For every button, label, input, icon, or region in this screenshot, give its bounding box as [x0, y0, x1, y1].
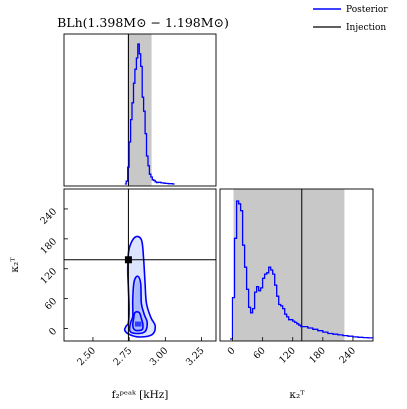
legend: Posterior Injection: [313, 5, 388, 33]
posterior-histogram: [124, 43, 175, 185]
kappa-x-tick-label: 240: [337, 345, 358, 366]
contour-line-inner: [131, 310, 144, 332]
kappa-x-tick-label: 0: [226, 345, 238, 357]
credible-band: [233, 189, 345, 341]
joint-y-tick-label: 60: [43, 296, 59, 312]
joint-y-tick-labels: 0 60 120 180 240: [39, 206, 60, 338]
joint-x-tick-label: 3.25: [184, 345, 207, 368]
posterior-histogram: [230, 200, 374, 340]
y-axis-label-kappa: κ₂ᵀ: [9, 257, 21, 273]
joint-x-tick-labels: 2.50 2.75 3.00 3.25: [75, 345, 206, 368]
joint-y-tick-label: 0: [47, 326, 59, 338]
kappa-x-tick-label: 120: [277, 345, 298, 366]
contour-line-middle: [128, 275, 149, 335]
injection-marker: [124, 256, 132, 264]
panel-fpeak-marginal: [63, 33, 217, 187]
x-axis-label-fpeak: f₂ᵖᵉᵃᵏ [kHz]: [112, 389, 169, 401]
joint-contour-plot: [64, 189, 216, 341]
legend-label-injection: Injection: [346, 23, 386, 33]
panel-kappa-marginal: [219, 188, 374, 342]
joint-y-tick-label: 120: [39, 266, 60, 287]
joint-x-tick-label: 2.75: [112, 345, 135, 368]
density-core: [134, 321, 142, 327]
panel-joint-contour: [63, 188, 217, 342]
chart-title: BLh(1.398M⊙ − 1.198M⊙): [57, 15, 229, 30]
joint-x-tick-label: 3.00: [148, 345, 171, 368]
contour-line-outer: [123, 235, 157, 338]
fpeak-marginal-plot: [124, 34, 175, 186]
density-fill-mid: [134, 281, 141, 313]
joint-y-tick-label: 240: [39, 206, 60, 227]
kappa-x-tick-label: 60: [251, 345, 267, 361]
kappa-x-tick-labels: 0 60 120 180 240: [226, 345, 358, 366]
joint-x-tick-label: 2.50: [75, 345, 98, 368]
legend-label-posterior: Posterior: [346, 5, 388, 15]
kappa-x-tick-label: 180: [307, 345, 328, 366]
joint-y-tick-label: 180: [39, 236, 60, 257]
credible-band: [127, 34, 152, 186]
x-axis-label-kappa: κ₂ᵀ: [289, 389, 305, 401]
kappa-marginal-plot: [230, 189, 374, 341]
